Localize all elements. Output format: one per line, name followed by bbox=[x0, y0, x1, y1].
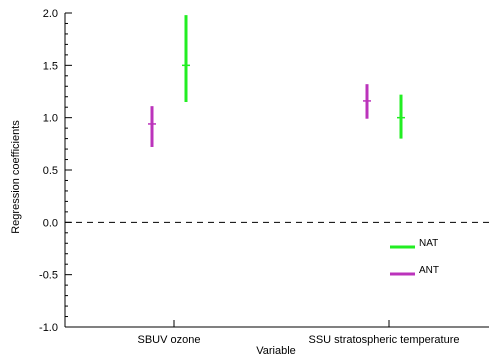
y-tick-label: 1.0 bbox=[43, 113, 58, 125]
legend-label-ant: ANT bbox=[419, 265, 439, 276]
x-axis: SBUV ozone SSU stratospheric temperature bbox=[138, 320, 460, 346]
y-tick-label: -1.0 bbox=[39, 322, 58, 334]
y-tick-label: -0.5 bbox=[39, 270, 58, 282]
y-tick-label: 0.0 bbox=[43, 217, 58, 229]
plot-frame bbox=[64, 13, 489, 328]
x-tick-label: SSU stratospheric temperature bbox=[308, 334, 459, 346]
x-axis-label: Variable bbox=[256, 345, 296, 355]
x-tick-label: SBUV ozone bbox=[138, 334, 201, 346]
y-tick-label: 1.5 bbox=[43, 60, 58, 72]
y-tick-label: 2.0 bbox=[43, 8, 58, 20]
legend-label-nat: NAT bbox=[419, 238, 438, 249]
y-axis-label: Regression coefficients bbox=[10, 120, 22, 234]
y-tick-label: 0.5 bbox=[43, 165, 58, 177]
legend: NAT ANT bbox=[390, 238, 439, 276]
data-marks bbox=[148, 15, 405, 147]
y-axis: 2.0 1.5 1.0 0.5 0.0 -0.5 -1.0 bbox=[39, 8, 72, 334]
